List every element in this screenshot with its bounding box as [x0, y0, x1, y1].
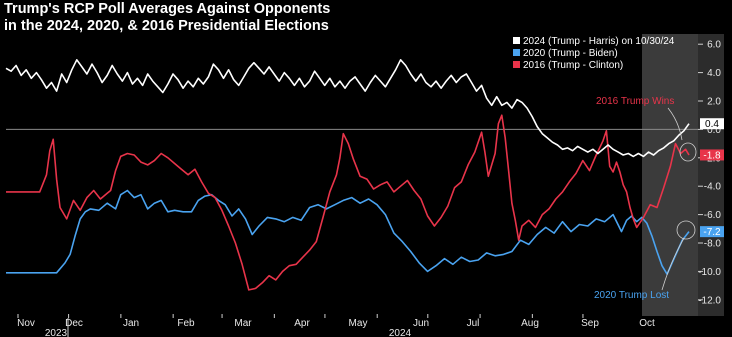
- legend-swatch-1: [513, 49, 520, 56]
- annotation-circle-1: [676, 220, 696, 240]
- x-tick-label-10: Sep: [581, 318, 599, 329]
- series-line-1: [6, 189, 690, 275]
- x-tick-label-11: Oct: [639, 318, 655, 329]
- y-tick-label-7: -8.0: [704, 239, 722, 250]
- annotation-2016-win: 2016 Trump Wins: [596, 96, 674, 107]
- x-tick-label-1: Dec: [65, 318, 83, 329]
- x-tick-label-0: Nov: [17, 318, 35, 329]
- y-tick-label-8: -10.0: [698, 267, 721, 278]
- series-line-0: [5, 59, 690, 158]
- y-tick-label-3: 0.0: [707, 125, 721, 136]
- annotation-connector-1: [661, 237, 685, 291]
- legend-entry-2: 2016 (Trump - Clinton): [523, 60, 623, 71]
- last-value-label-2: -1.8: [703, 150, 721, 161]
- year-label-0: 2023: [45, 328, 68, 337]
- x-tick-label-4: Mar: [234, 318, 252, 329]
- y-tick-label-2: 2.0: [707, 97, 721, 108]
- chart-title: Trump's RCP Poll Averages Against Oppone…: [4, 1, 330, 35]
- y-tick-label-6: -6.0: [704, 210, 722, 221]
- last-value-label-1: -7.2: [703, 227, 721, 238]
- highlight-region: [642, 34, 698, 316]
- legend-entry-1: 2020 (Trump - Biden): [523, 48, 618, 59]
- x-tick-label-2: Jan: [123, 318, 139, 329]
- x-tick-label-3: Feb: [177, 318, 195, 329]
- y-tick-label-9: -12.0: [698, 295, 721, 306]
- axis-panel: [698, 34, 724, 316]
- last-value-label-0: 0.4: [705, 119, 719, 130]
- year-label-1: 2024: [389, 328, 412, 337]
- y-tick-label-1: 4.0: [707, 68, 721, 79]
- annotation-connector-0: [667, 107, 683, 141]
- last-value-badge-2: [700, 149, 724, 161]
- x-tick-label-5: Apr: [294, 318, 310, 329]
- x-tick-label-6: May: [349, 318, 368, 329]
- legend-swatch-0: [513, 37, 520, 44]
- last-value-badge-1: [700, 226, 724, 238]
- series-line-2: [6, 114, 690, 291]
- legend-swatch-2: [513, 61, 520, 68]
- x-tick-label-7: Jun: [413, 318, 429, 329]
- legend-entry-0: 2024 (Trump - Harris) on 10/30/24: [523, 36, 675, 47]
- annotation-2020-loss: 2020 Trump Lost: [594, 290, 669, 301]
- title-line-2: in the 2024, 2020, & 2016 Presidential E…: [4, 18, 329, 34]
- last-value-badge-0: [700, 118, 724, 130]
- y-tick-label-5: -4.0: [704, 182, 722, 193]
- annotation-circle-0: [679, 142, 697, 162]
- x-tick-label-8: Jul: [467, 318, 480, 329]
- y-tick-label-0: 6.0: [707, 40, 721, 51]
- title-line-1: Trump's RCP Poll Averages Against Oppone…: [4, 1, 331, 17]
- x-tick-label-9: Aug: [521, 318, 539, 329]
